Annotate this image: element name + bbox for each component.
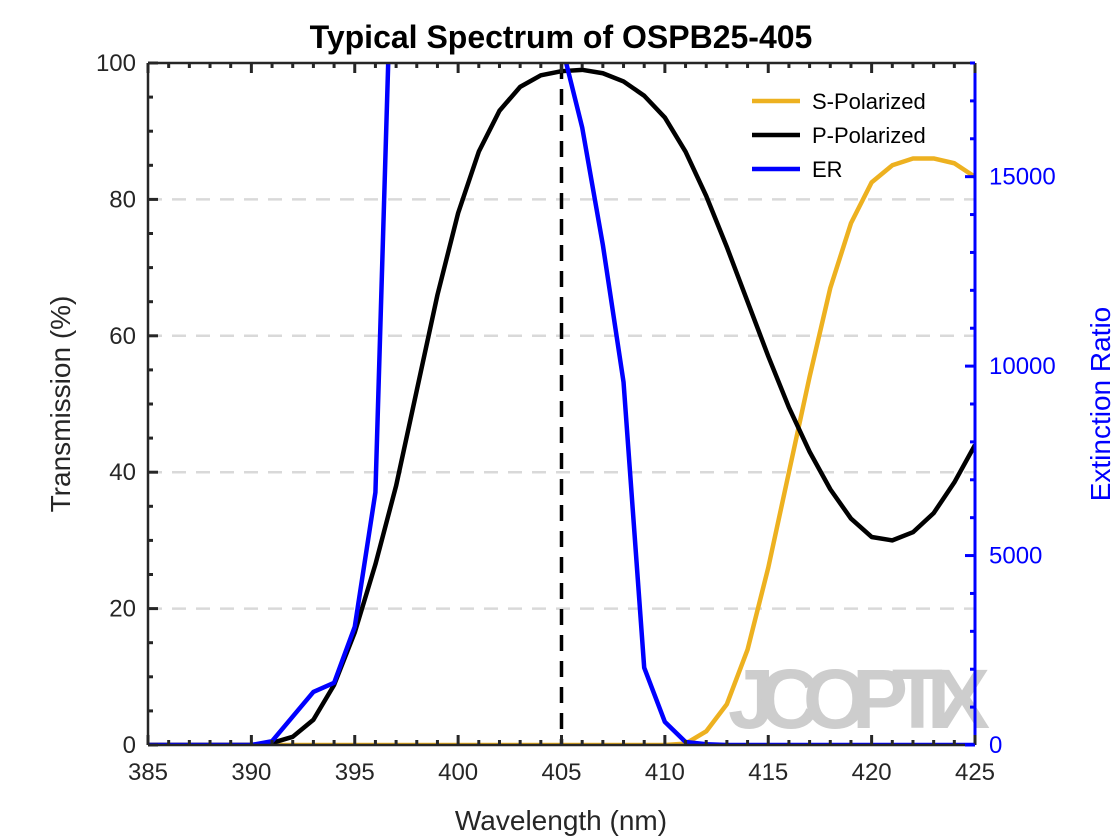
legend: S-Polarized P-Polarized ER <box>752 89 926 182</box>
y-right-tick-label: 0 <box>989 732 1002 759</box>
watermark-logo: JCOPTIX <box>728 652 990 746</box>
axes: 385 390 395 400 405 410 415 420 4250204060801000… <box>96 50 1056 786</box>
y-tick-label: 0 <box>123 732 136 759</box>
legend-label-s-polarized: S-Polarized <box>812 89 926 114</box>
series-line-s-polarized <box>148 156 975 745</box>
x-tick-label: 390 <box>231 759 271 786</box>
y-right-tick-label: 10000 <box>989 353 1056 380</box>
legend-label-p-polarized: P-Polarized <box>812 123 926 148</box>
y-tick-label: 100 <box>96 50 136 77</box>
x-axis-label: Wavelength (nm) <box>455 805 667 836</box>
series-line-er <box>148 63 975 745</box>
y-tick-label: 40 <box>109 459 136 486</box>
x-tick-label: 385 <box>128 759 168 786</box>
y-right-tick-label: 15000 <box>989 164 1056 191</box>
x-tick-label: 410 <box>645 759 685 786</box>
x-tick-label: 405 <box>541 759 581 786</box>
y-right-tick-label: 5000 <box>989 543 1042 570</box>
y-tick-label: 20 <box>109 596 136 623</box>
x-tick-label: 425 <box>955 759 995 786</box>
legend-label-er: ER <box>812 157 843 182</box>
x-tick-label: 395 <box>335 759 375 786</box>
y-tick-label: 60 <box>109 323 136 350</box>
chart-title: Typical Spectrum of OSPB25-405 <box>310 19 813 55</box>
x-tick-label: 415 <box>748 759 788 786</box>
y-right-axis-label: Extinction Ratio <box>1085 307 1116 502</box>
x-tick-label: 420 <box>852 759 892 786</box>
y-axis-label: Transmission (%) <box>45 296 76 513</box>
x-tick-label: 400 <box>438 759 478 786</box>
y-tick-label: 80 <box>109 186 136 213</box>
